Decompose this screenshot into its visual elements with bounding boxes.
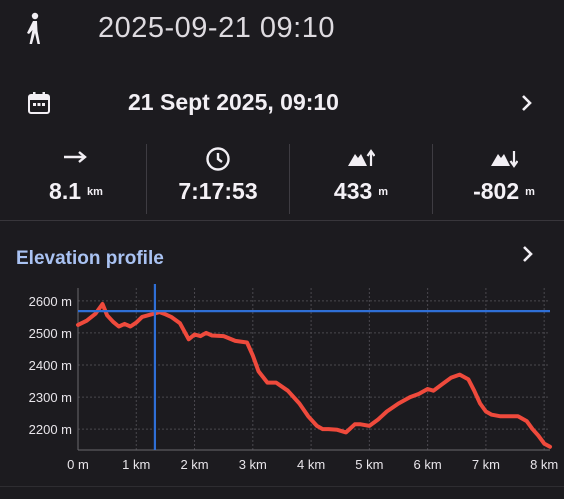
x-tick-label: 1 km [122,457,150,472]
stat-duration-value: 7:17:53 [178,178,258,204]
stat-distance: 8.1 km [6,140,146,220]
stat-ascent-value: 433 m [333,178,389,204]
x-tick-label: 2 km [180,457,208,472]
stat-ascent: 433 m [291,140,431,220]
descent-icon [491,151,518,168]
ascent-icon [348,149,375,166]
x-tick-label: 3 km [239,457,267,472]
y-tick-label: 2200 m [29,422,72,437]
activity-title: 2025-09-21 09:10 [98,12,335,44]
divider [432,144,433,214]
x-tick-label: 6 km [414,457,442,472]
distance-arrow-icon [64,151,87,163]
elevation-chart[interactable]: 0 m 1 km 2 km 3 km 4 km 5 km 6 km 7 km 8 km 2600 … [0,280,564,480]
divider [289,144,290,214]
y-tick-label: 2600 m [29,294,72,309]
title-row: 2025-09-21 09:10 [0,0,564,60]
x-tick-label: 4 km [297,457,325,472]
clock-icon [206,147,230,171]
elevation-line [76,302,552,449]
x-tick-label: 0 m [67,457,89,472]
date-row[interactable]: 21 Sept 2025, 09:10 [0,78,564,128]
x-tick-label: 7 km [472,457,500,472]
stat-distance-value: 8.1 km [49,178,103,204]
y-tick-label: 2400 m [29,358,72,373]
x-tick-label: 8 km [530,457,558,472]
stat-descent: -802 m [434,140,564,220]
divider [0,220,564,221]
elevation-profile-title[interactable]: Elevation profile [16,248,164,269]
calendar-icon [28,92,50,114]
date-label: 21 Sept 2025, 09:10 [128,89,339,115]
divider [0,486,564,487]
divider [146,144,147,214]
x-tick-label: 5 km [355,457,383,472]
stats-row: 8.1 km 7:17:53 433 m -802 m [0,140,564,220]
y-tick-label: 2300 m [29,390,72,405]
walking-person-icon [27,12,40,44]
stat-descent-value: -802 m [473,178,535,204]
stat-duration: 7:17:53 [148,140,288,220]
y-tick-label: 2500 m [29,326,72,341]
chevron-right-icon[interactable] [520,94,534,112]
chevron-right-icon[interactable] [521,245,535,263]
